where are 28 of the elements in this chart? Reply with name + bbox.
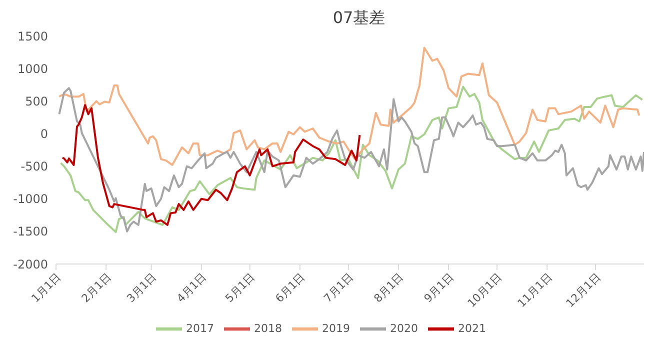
legend-label: 2018 — [254, 322, 282, 336]
legend-label: 2020 — [390, 322, 418, 336]
x-tick-label: 8月1日 — [371, 270, 406, 306]
x-tick-label: 12月1日 — [564, 270, 604, 310]
line-series — [61, 104, 361, 226]
legend-label: 2021 — [458, 322, 486, 336]
legend-label: 2017 — [186, 322, 214, 336]
x-tick-label: 7月1日 — [321, 270, 356, 306]
x-tick-label: 9月1日 — [422, 270, 456, 306]
x-tick-label: 6月1日 — [272, 270, 308, 306]
legend-label: 2019 — [322, 322, 350, 336]
x-tick-label: 1月1日 — [28, 270, 64, 306]
x-tick-label: 10月1日 — [465, 270, 505, 310]
chart-title: 07基差 — [332, 8, 386, 28]
line-series — [58, 46, 640, 166]
y-tick-label: 1000 — [17, 62, 48, 76]
y-tick-label: 0 — [40, 126, 48, 141]
x-tick-label: 11月1日 — [515, 270, 555, 310]
x-tick-label: 5月1日 — [222, 270, 258, 306]
y-tick-label: 1500 — [17, 29, 48, 44]
y-tick-label: 500 — [25, 94, 48, 108]
x-tick-label: 4月1日 — [174, 270, 210, 306]
x-tick-label: 2月1日 — [79, 270, 114, 306]
y-tick-label: -500 — [20, 160, 48, 174]
y-tick-label: -2000 — [13, 257, 48, 272]
y-tick-label: -1500 — [13, 224, 48, 239]
y-tick-label: -1000 — [13, 192, 48, 206]
x-tick-label: 3月1日 — [124, 270, 159, 306]
